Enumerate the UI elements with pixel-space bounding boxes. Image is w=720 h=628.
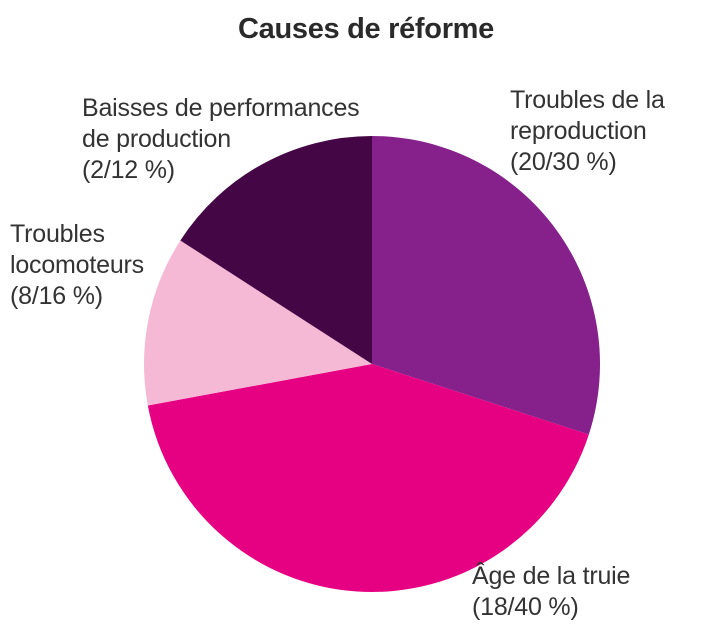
slice-label-reproduction-value: (20/30 %) [510,148,617,176]
pie-slice-reproduction [372,136,601,435]
slice-label-locomoteurs-value: (8/16 %) [10,282,103,310]
slice-label-reproduction: Troubles de la reproduction (20/30 %) [510,85,665,178]
slice-label-locomoteurs: Troubles locomoteurs (8/16 %) [10,219,144,312]
slice-label-age-line1: Âge de la truie [472,562,631,590]
slice-label-locomoteurs-line1: Troubles [10,220,105,248]
slice-label-production-value: (2/12 %) [82,156,175,184]
pie-slice-locomoteurs [144,240,372,406]
slice-label-reproduction-line1: Troubles de la [510,86,665,114]
slice-label-production-line1: Baisses de performances [82,94,360,122]
pie-slice-age [147,364,589,592]
slice-label-production: Baisses de performances de production (2… [82,93,360,186]
slice-label-age-value: (18/40 %) [472,593,579,621]
slice-label-production-line2: de production [82,125,231,153]
slice-label-reproduction-line2: reproduction [510,117,647,145]
slice-label-age: Âge de la truie (18/40 %) [472,561,630,623]
pie-slice-production [180,136,372,364]
chart-title: Causes de réforme [237,13,494,45]
slice-label-locomoteurs-line2: locomoteurs [10,251,144,279]
